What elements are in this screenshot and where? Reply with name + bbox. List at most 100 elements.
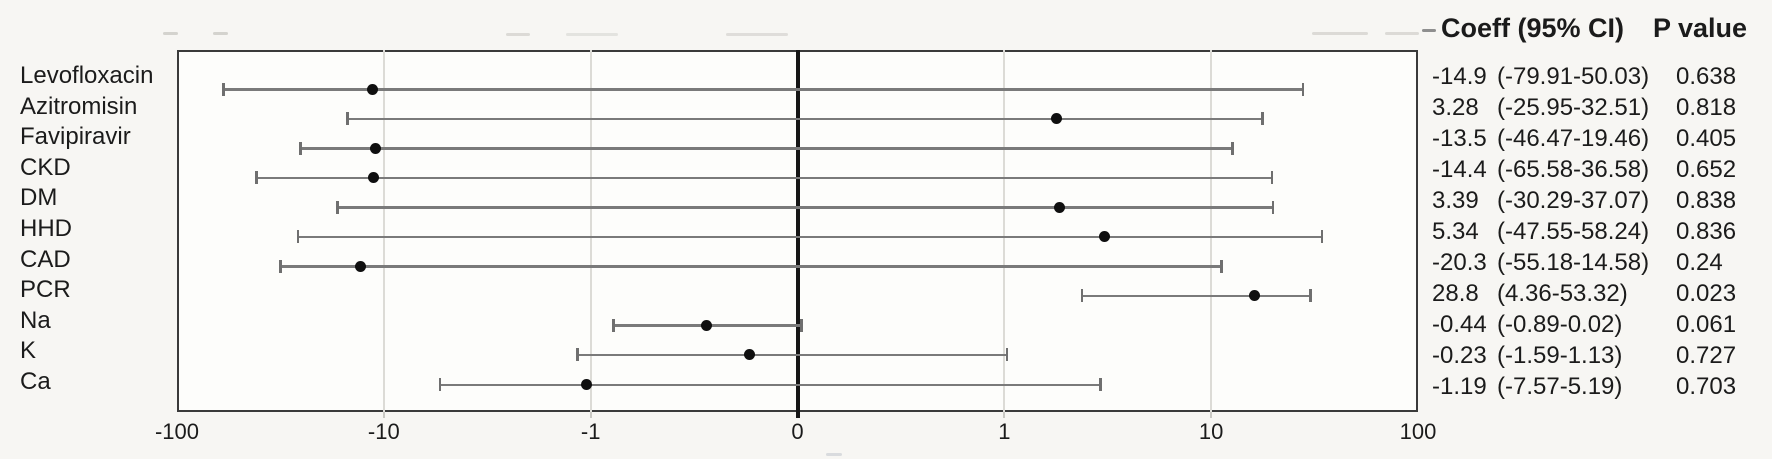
row-label: Levofloxacin bbox=[20, 62, 154, 89]
row-label: Azitromisin bbox=[20, 92, 138, 120]
point-marker bbox=[1053, 201, 1065, 213]
coeff-value: -1.19 bbox=[1432, 373, 1487, 400]
ci-cap-high bbox=[1005, 348, 1009, 362]
coeff-value: -20.3 bbox=[1432, 249, 1487, 276]
point-marker bbox=[370, 142, 382, 154]
point-marker bbox=[1098, 231, 1110, 243]
axis-tick bbox=[382, 412, 385, 418]
coeff-ci-column-header: Coeff (95% CI) bbox=[1441, 13, 1625, 43]
crop-artifact bbox=[1385, 32, 1419, 35]
x-axis-tick-label: -100 bbox=[154, 419, 200, 444]
p-value: 0.703 bbox=[1676, 373, 1737, 400]
ci-value: (-47.55-58.24) bbox=[1497, 218, 1650, 245]
x-axis-tick-label: -10 bbox=[367, 419, 400, 444]
p-value: 0.24 bbox=[1676, 249, 1723, 276]
ci-value: (-7.57-5.19) bbox=[1497, 373, 1623, 400]
row-label: Favipiravir bbox=[20, 123, 131, 151]
p-value: 0.838 bbox=[1676, 187, 1737, 214]
ci-line bbox=[256, 176, 1273, 180]
coeff-value: -0.23 bbox=[1432, 342, 1487, 369]
ci-cap-low bbox=[612, 318, 615, 332]
ci-value: (-65.58-36.58) bbox=[1497, 156, 1650, 183]
ci-cap-high bbox=[1220, 259, 1223, 273]
point-marker bbox=[700, 319, 712, 331]
ci-cap-high bbox=[1099, 378, 1102, 391]
coeff-value: 5.34 bbox=[1432, 218, 1479, 245]
x-axis-tick-label: 0 bbox=[791, 419, 804, 444]
crop-artifact bbox=[506, 33, 530, 36]
ci-cap-high bbox=[1309, 289, 1312, 303]
x-axis-tick-label: 10 bbox=[1198, 419, 1224, 444]
crop-artifact bbox=[566, 33, 618, 36]
point-marker bbox=[368, 172, 380, 184]
row-label: DM bbox=[20, 184, 58, 212]
coeff-value: 3.28 bbox=[1432, 94, 1479, 121]
coeff-value: -14.4 bbox=[1432, 156, 1487, 183]
point-marker bbox=[367, 83, 379, 95]
p-value: 0.061 bbox=[1676, 311, 1737, 338]
ci-line bbox=[337, 206, 1274, 209]
crop-artifact bbox=[726, 33, 788, 36]
ci-line bbox=[300, 147, 1233, 150]
p-value-column-header: P value bbox=[1653, 13, 1748, 43]
ci-cap-low bbox=[222, 82, 225, 96]
row-label: HHD bbox=[20, 215, 72, 242]
p-value: 0.727 bbox=[1676, 342, 1737, 369]
row-label: Na bbox=[20, 306, 51, 334]
ci-cap-high bbox=[1261, 112, 1264, 126]
row-label: K bbox=[20, 337, 37, 365]
ci-line bbox=[577, 353, 1008, 357]
p-value: 0.023 bbox=[1676, 280, 1737, 307]
ci-value: (-30.29-37.07) bbox=[1497, 187, 1650, 214]
ci-value: (-1.59-1.13) bbox=[1497, 342, 1623, 369]
row-label: Ca bbox=[20, 368, 51, 395]
p-value: 0.638 bbox=[1676, 63, 1737, 90]
crop-artifact bbox=[1312, 32, 1368, 35]
axis-tick bbox=[1210, 412, 1213, 418]
ci-cap-low bbox=[299, 141, 302, 155]
gridline bbox=[589, 50, 592, 412]
ci-value: (-79.91-50.03) bbox=[1497, 63, 1650, 90]
coeff-value: -14.9 bbox=[1432, 63, 1487, 90]
p-value: 0.818 bbox=[1676, 94, 1737, 121]
zero-reference-line bbox=[795, 50, 800, 418]
coeff-value: 28.8 bbox=[1432, 280, 1479, 307]
axis-tick bbox=[589, 412, 592, 418]
ci-line bbox=[297, 235, 1323, 239]
ci-line bbox=[280, 265, 1222, 268]
point-marker bbox=[1051, 113, 1063, 125]
crop-artifact bbox=[1422, 29, 1436, 32]
ci-value: (-25.95-32.51) bbox=[1497, 94, 1650, 121]
plot-area bbox=[177, 50, 1418, 418]
ci-cap-low bbox=[576, 348, 579, 362]
x-axis-tick-label: 1 bbox=[998, 419, 1011, 444]
crop-artifact bbox=[163, 32, 178, 35]
ci-line bbox=[223, 88, 1304, 91]
row-label: CKD bbox=[20, 153, 71, 181]
point-marker bbox=[744, 349, 756, 361]
p-value: 0.836 bbox=[1676, 218, 1737, 245]
ci-value: (-0.89-0.02) bbox=[1497, 311, 1623, 338]
crop-artifact bbox=[826, 453, 842, 456]
ci-value: (4.36-53.32) bbox=[1497, 280, 1628, 307]
coeff-value: -13.5 bbox=[1432, 125, 1487, 152]
ci-cap-high bbox=[1231, 141, 1234, 155]
ci-cap-low bbox=[279, 259, 282, 273]
coeff-value: 3.39 bbox=[1432, 187, 1479, 214]
ci-cap-high bbox=[1320, 230, 1324, 244]
crop-artifact bbox=[213, 32, 228, 35]
ci-line bbox=[439, 383, 1101, 386]
coeff-value: -0.44 bbox=[1432, 311, 1487, 338]
x-axis-tick-label: -1 bbox=[580, 419, 601, 444]
gridline bbox=[1003, 50, 1006, 412]
point-marker bbox=[354, 260, 366, 272]
gridline bbox=[382, 50, 385, 412]
ci-cap-high bbox=[1271, 200, 1275, 214]
p-value: 0.652 bbox=[1676, 156, 1737, 183]
ci-cap-high bbox=[800, 318, 803, 332]
ci-cap-low bbox=[1080, 289, 1084, 303]
ci-cap-low bbox=[438, 378, 442, 391]
row-label: PCR bbox=[20, 276, 71, 304]
point-marker bbox=[1248, 290, 1260, 302]
